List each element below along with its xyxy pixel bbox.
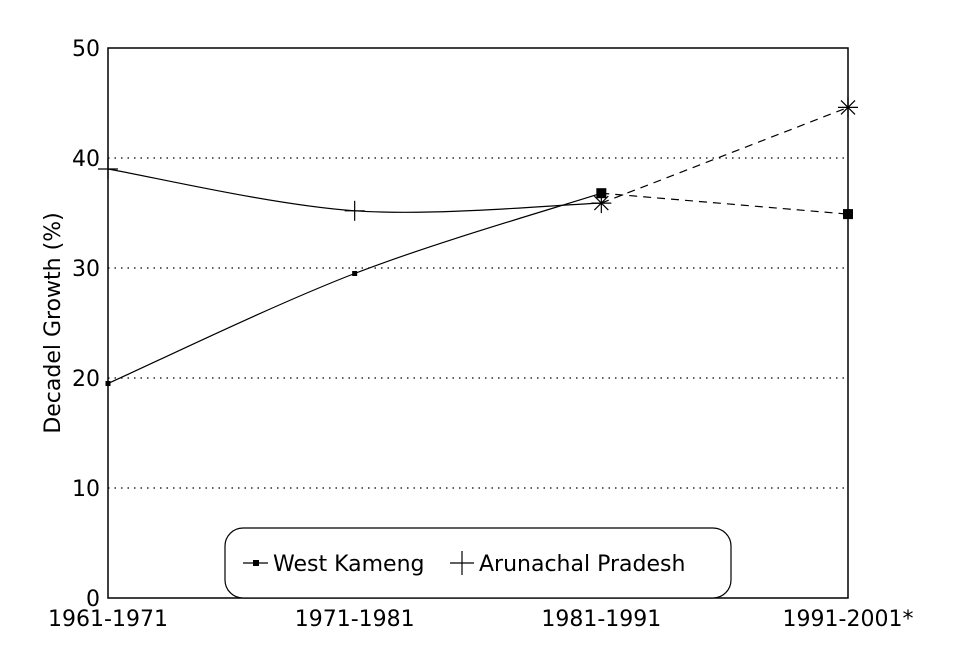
data-point-star-d2: [840, 99, 856, 115]
y-axis-title: Decadel Growth (%): [41, 212, 66, 433]
x-tick-label: 1961-1971: [48, 607, 168, 632]
series-line-solid: [107, 192, 602, 385]
legend-label-arunachal-pradesh: Arunachal Pradesh: [479, 552, 685, 577]
y-tick-label: 0: [86, 587, 100, 612]
plot-frame: [107, 47, 849, 599]
legend-west-kameng-marker: [253, 560, 259, 566]
y-tick-label: 50: [72, 37, 100, 62]
legend-label-west-kameng: West Kameng: [273, 552, 424, 577]
series-line-dashed: [601, 192, 849, 215]
y-tick-label: 40: [72, 147, 100, 172]
data-point-square: [352, 271, 358, 276]
legend-box: [224, 527, 732, 599]
series-line-dashed: [601, 106, 849, 204]
x-tick-label: 1991-2001*: [783, 607, 914, 632]
y-tick-label: 10: [72, 477, 100, 502]
gridlines: [108, 157, 848, 489]
x-tick-label: 1971-1981: [295, 607, 415, 632]
y-tick-labels: 0 10 20 30 40 50: [72, 37, 100, 612]
data-point-square: [843, 209, 853, 220]
x-tick-label: 1981-1991: [541, 607, 661, 632]
legend: West Kameng Arunachal Pradesh: [224, 527, 732, 599]
y-tick-label: 20: [72, 367, 100, 392]
x-tick-labels: 1961-1971 1971-1981 1981-1991 1991-2001*: [48, 607, 913, 632]
y-tick-label: 30: [72, 257, 100, 282]
series-group: [98, 97, 858, 386]
data-point-square: [105, 381, 111, 386]
data-point-star-d2: [593, 195, 609, 211]
